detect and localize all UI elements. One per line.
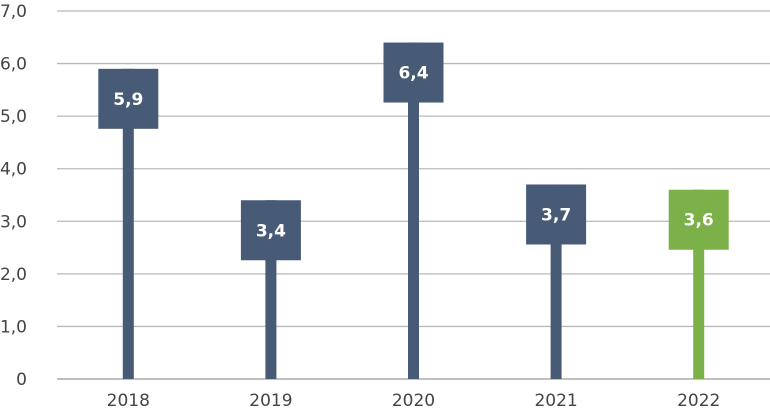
x-tick-label: 2019 (249, 391, 292, 411)
value-box (383, 42, 444, 103)
y-tick-label: 5,0 (0, 107, 27, 127)
value-box (240, 200, 301, 261)
x-axis-tick-labels: 2018 2019 2020 2021 2022 (107, 391, 721, 411)
value-box (668, 189, 729, 250)
value-box (98, 68, 159, 129)
y-tick-label: 0 (16, 370, 27, 390)
bar-stem (122, 68, 134, 379)
y-tick-label: 2,0 (0, 265, 27, 285)
y-tick-label: 6,0 (0, 55, 27, 75)
x-tick-label: 2022 (677, 391, 720, 411)
y-tick-label: 1,0 (0, 317, 27, 337)
data-label: 3,7 (541, 205, 571, 225)
bar-stem (550, 184, 562, 379)
y-tick-label: 4,0 (0, 160, 27, 180)
x-tick-label: 2020 (392, 391, 435, 411)
bar-2020: 6,4 (383, 42, 444, 380)
value-box (526, 184, 587, 245)
y-tick-label: 7,0 (0, 2, 27, 22)
bar-2021: 3,7 (526, 184, 587, 379)
data-label: 3,6 (684, 211, 714, 231)
bar-stem (693, 189, 705, 379)
bar-2019: 3,4 (240, 200, 301, 379)
data-label: 3,4 (256, 221, 286, 241)
bars: 5,9 3,4 6,4 3,7 3,6 (98, 42, 729, 380)
bar-stem (265, 200, 277, 379)
data-label: 6,4 (398, 64, 428, 84)
data-label: 5,9 (113, 90, 143, 110)
y-axis-tick-labels: 0 1,0 2,0 3,0 4,0 5,0 6,0 7,0 (0, 2, 27, 390)
y-tick-label: 3,0 (0, 212, 27, 232)
bar-2022: 3,6 (668, 189, 729, 379)
x-tick-label: 2021 (534, 391, 577, 411)
bar-2018: 5,9 (98, 68, 159, 379)
bar-stem (408, 42, 419, 380)
x-tick-label: 2018 (107, 391, 150, 411)
